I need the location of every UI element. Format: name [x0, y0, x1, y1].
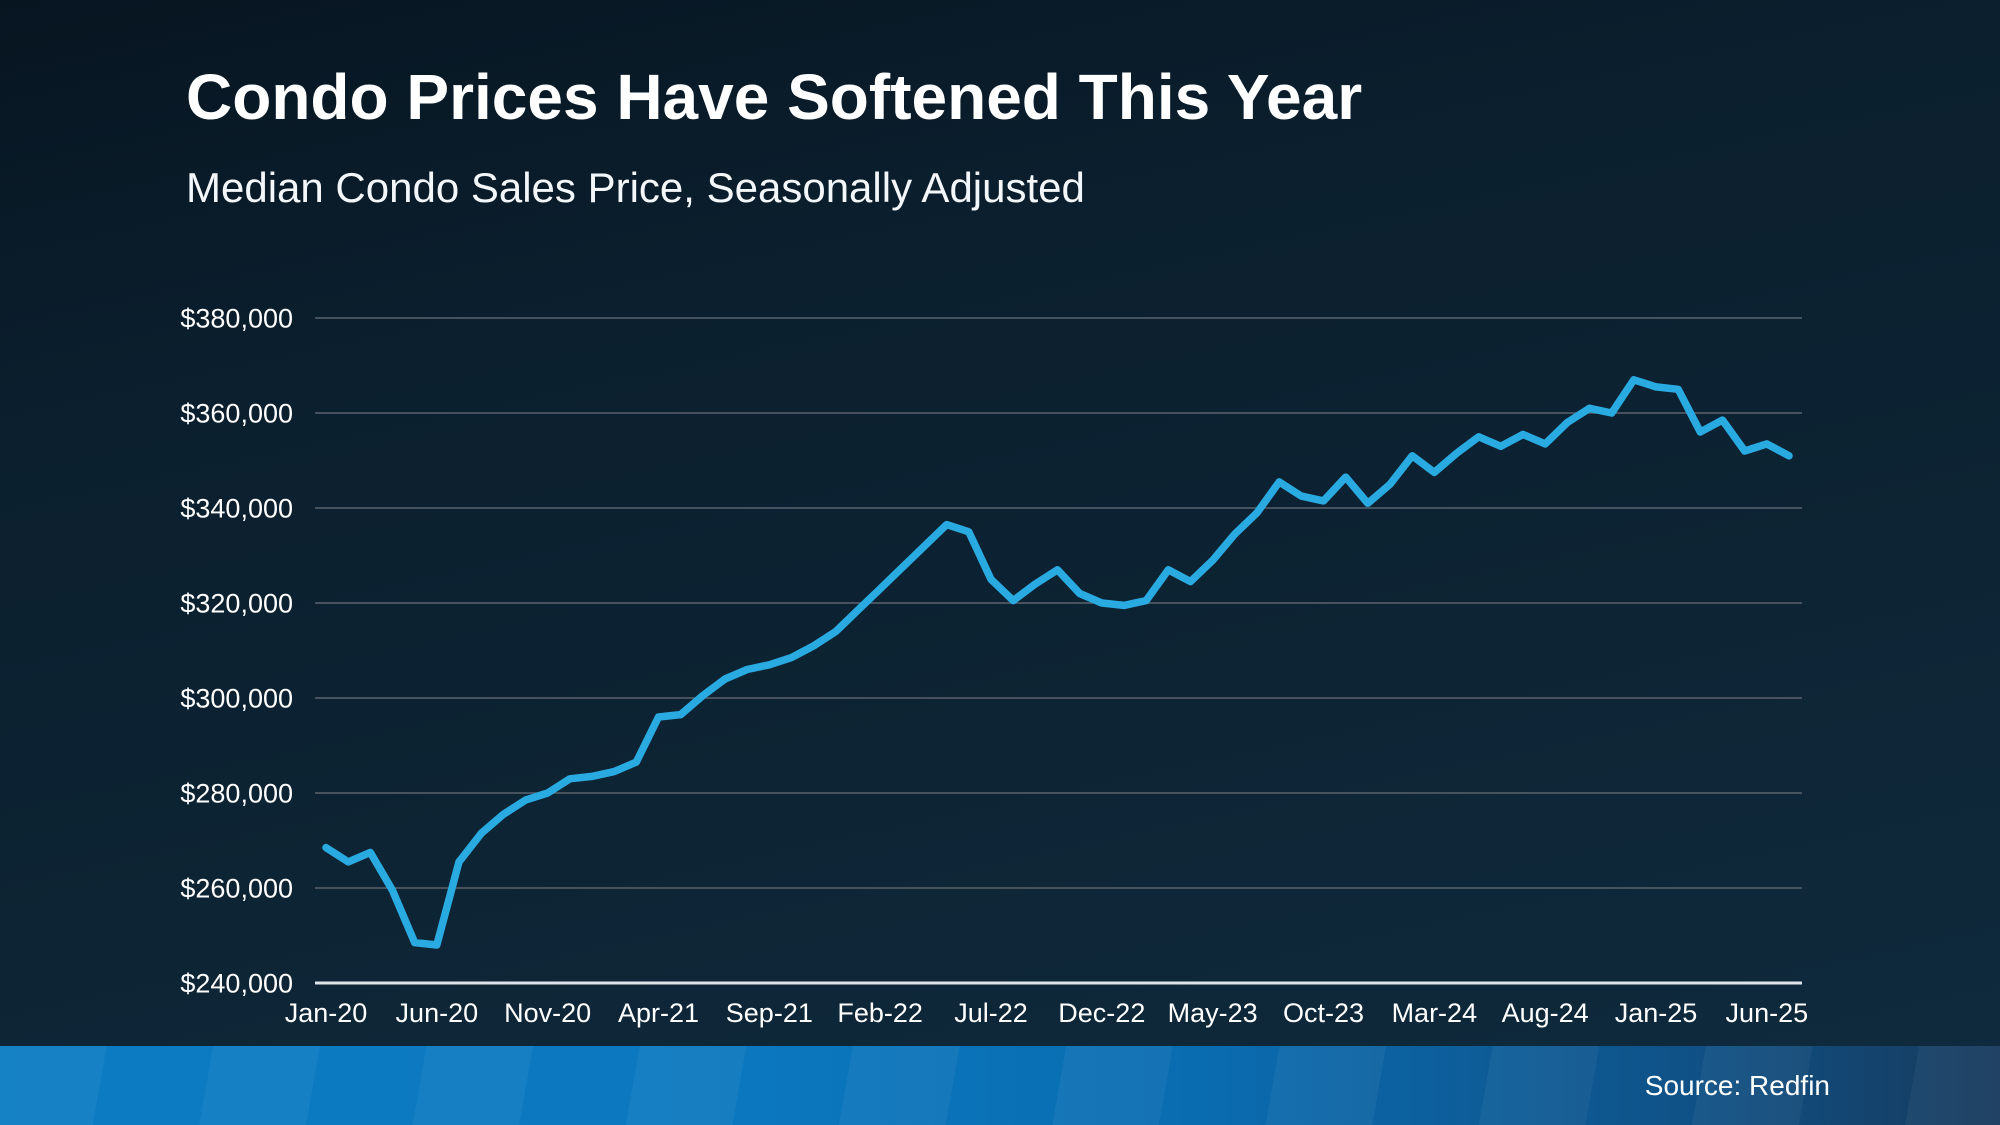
source-attribution: Source: Redfin: [1644, 1069, 1830, 1101]
footer-bar: Source: Redfin: [0, 1046, 2000, 1125]
median-price-line: [322, 376, 1793, 949]
y-tick-label: $320,000: [180, 589, 293, 619]
y-tick-label: $280,000: [180, 779, 293, 809]
x-tick-label: Aug-24: [1502, 998, 1589, 1028]
y-tick-label: $240,000: [180, 969, 293, 999]
x-tick-label: Mar-24: [1392, 998, 1478, 1028]
x-tick-label: Dec-22: [1058, 998, 1145, 1028]
y-tick-label: $380,000: [180, 304, 293, 334]
x-tick-label: Jul-22: [954, 998, 1028, 1028]
x-tick-label: Jun-25: [1726, 998, 1809, 1028]
x-tick-label: May-23: [1168, 998, 1258, 1028]
x-tick-label: Oct-23: [1283, 998, 1364, 1028]
y-tick-label: $300,000: [180, 684, 293, 714]
x-tick-label: Jan-25: [1615, 998, 1698, 1028]
y-tick-label: $340,000: [180, 494, 293, 524]
page-title: Condo Prices Have Softened This Year: [186, 61, 1363, 133]
y-tick-label: $260,000: [180, 874, 293, 904]
x-tick-label: Apr-21: [618, 998, 699, 1028]
page-subtitle: Median Condo Sales Price, Seasonally Adj…: [186, 164, 1085, 211]
x-tick-label: Nov-20: [504, 998, 591, 1028]
x-tick-label: Sep-21: [726, 998, 813, 1028]
x-tick-label: Jan-20: [285, 998, 368, 1028]
y-tick-label: $360,000: [180, 399, 293, 429]
x-tick-label: Feb-22: [837, 998, 923, 1028]
x-tick-label: Jun-20: [396, 998, 479, 1028]
